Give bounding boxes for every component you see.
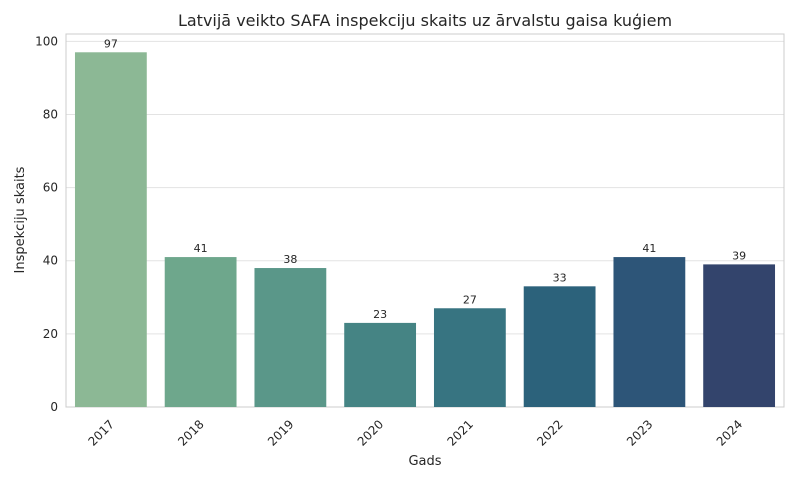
bar-2023	[613, 257, 686, 407]
x-tick-label-2020: 2020	[355, 417, 386, 448]
value-label-2024: 39	[732, 249, 746, 262]
value-label-2022: 33	[553, 271, 567, 284]
value-label-2021: 27	[463, 293, 477, 306]
x-tick-label-2024: 2024	[714, 417, 745, 448]
x-tick-label-2023: 2023	[624, 417, 655, 448]
x-axis-label: Gads	[408, 454, 441, 469]
bar-2018	[164, 257, 237, 407]
bar-2017	[74, 52, 147, 408]
value-label-2018: 41	[194, 242, 208, 255]
value-labels: 97 41 38 23 27 33 41 39	[104, 37, 746, 321]
bar-2022	[523, 286, 596, 407]
value-label-2023: 41	[642, 242, 656, 255]
bar-2024	[703, 264, 776, 407]
value-label-2017: 97	[104, 37, 118, 50]
bar-2019	[254, 268, 327, 407]
x-tick-label-2017: 2017	[85, 417, 116, 448]
chart-title: Latvijā veikto SAFA inspekciju skaits uz…	[178, 11, 672, 30]
y-tick-label: 40	[43, 254, 58, 268]
x-tick-label-2018: 2018	[175, 417, 206, 448]
x-axis-ticks: 2017 2018 2019 2020 2021 2022 2023 2024	[85, 417, 745, 448]
y-axis-ticks: 0 20 40 60 80 100	[35, 34, 58, 414]
bar-2021	[433, 308, 506, 407]
bars	[74, 52, 776, 408]
x-tick-label-2021: 2021	[444, 417, 475, 448]
y-tick-label: 100	[35, 34, 58, 48]
y-tick-label: 20	[43, 327, 58, 341]
y-tick-label: 60	[43, 181, 58, 195]
value-label-2019: 38	[283, 253, 297, 266]
y-axis-label: Inspekciju skaits	[13, 166, 28, 273]
x-tick-label-2019: 2019	[265, 417, 296, 448]
bar-2020	[344, 322, 417, 407]
y-tick-label: 80	[43, 107, 58, 121]
y-tick-label: 0	[50, 400, 58, 414]
plot-frame	[65, 33, 785, 408]
x-tick-label-2022: 2022	[534, 417, 565, 448]
value-label-2020: 23	[373, 308, 387, 321]
